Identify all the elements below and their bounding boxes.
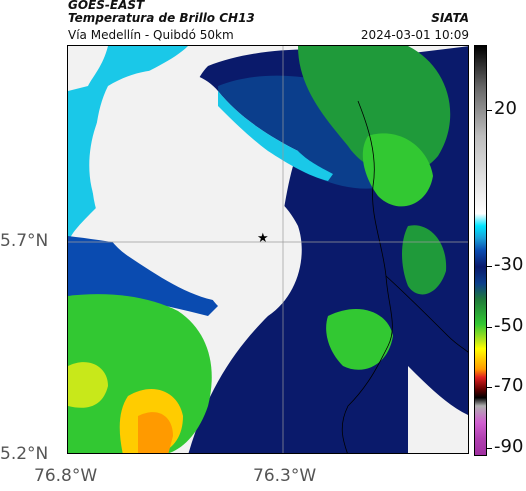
- brightness-temperature-field: [68, 46, 468, 453]
- map-title: Temperatura de Brillo CH13: [68, 11, 255, 25]
- colorbar-tick: [487, 266, 492, 267]
- latitude-label: 5.2°N: [0, 444, 49, 464]
- colorbar-label: -90: [494, 436, 524, 457]
- datetime-label: 2024-03-01 10:09: [360, 28, 469, 42]
- colorbar-label: 20: [494, 98, 517, 119]
- colorbar-label: -70: [494, 375, 524, 396]
- longitude-label: 76.3°W: [253, 466, 317, 486]
- colorbar-label: -50: [494, 315, 524, 336]
- colorbar-tick: [487, 327, 492, 328]
- longitude-label: 76.8°W: [34, 466, 98, 486]
- map-subtitle: Vía Medellín - Quibdó 50km: [68, 28, 234, 42]
- colorbar-tick: [487, 448, 492, 449]
- colorbar-label: -30: [494, 254, 524, 275]
- organization-label: SIATA: [431, 11, 469, 25]
- colorbar: [474, 45, 487, 456]
- colorbar-tick: [487, 387, 492, 388]
- location-marker: ★: [257, 231, 269, 246]
- colorbar-tick: [487, 110, 492, 111]
- satellite-label: GOES-EAST: [68, 0, 145, 12]
- satellite-map: ★: [67, 45, 469, 454]
- latitude-label: 5.7°N: [0, 231, 49, 251]
